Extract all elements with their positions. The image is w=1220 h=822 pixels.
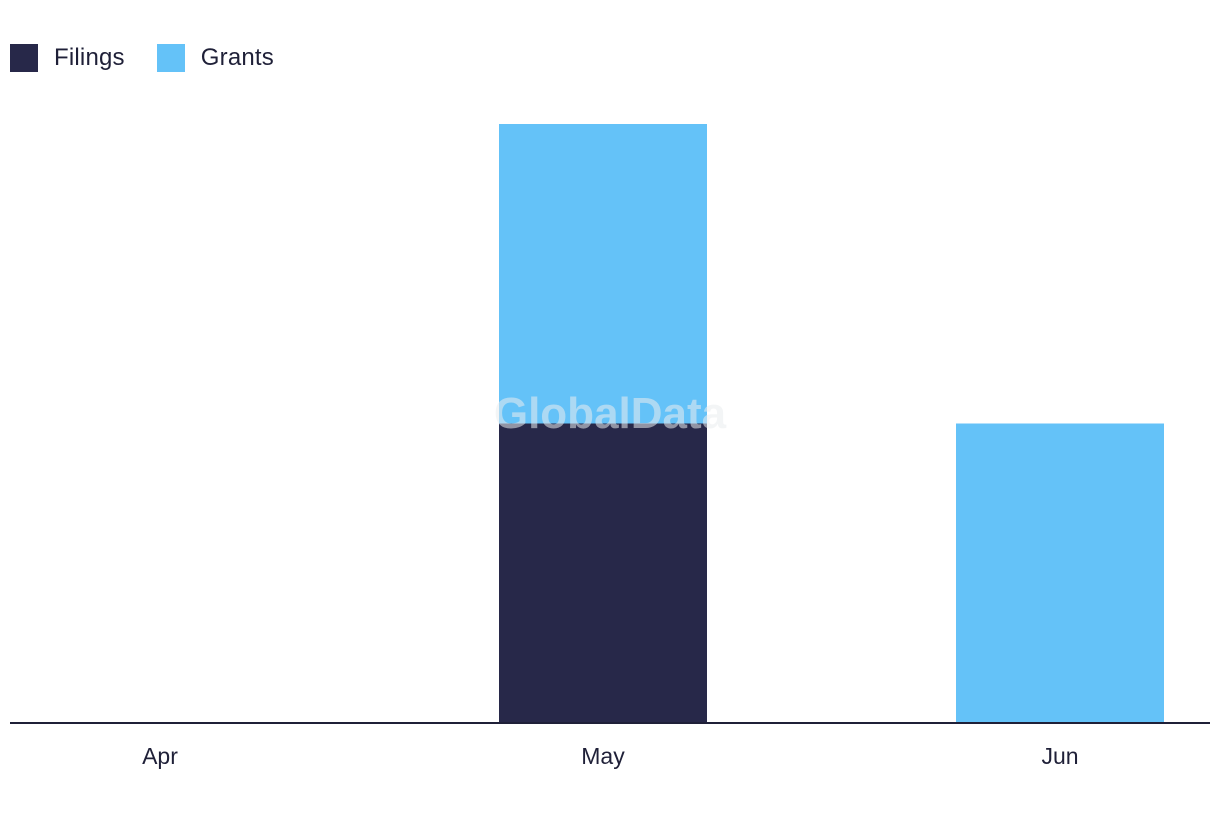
legend-item-grants[interactable]: Grants: [156, 44, 274, 72]
legend-label-filings: Filings: [54, 44, 125, 71]
x-tick-label-may: May: [581, 743, 625, 769]
bar-grants-jun[interactable]: [956, 423, 1164, 724]
x-tick-label-apr: Apr: [142, 743, 178, 769]
bars-group: [499, 124, 1164, 723]
bar-filings-may[interactable]: [499, 423, 707, 724]
legend-item-filings[interactable]: Filings: [10, 44, 125, 72]
legend-swatch-grants: [156, 44, 185, 72]
legend: Filings Grants: [10, 44, 306, 72]
x-axis-ticks: Apr May Jun: [142, 743, 1078, 769]
bar-grants-may[interactable]: [499, 124, 707, 424]
watermark: GlobalData: [494, 389, 727, 438]
legend-swatch-filings: [10, 44, 38, 72]
legend-label-grants: Grants: [200, 44, 274, 71]
x-tick-label-jun: Jun: [1041, 743, 1078, 769]
